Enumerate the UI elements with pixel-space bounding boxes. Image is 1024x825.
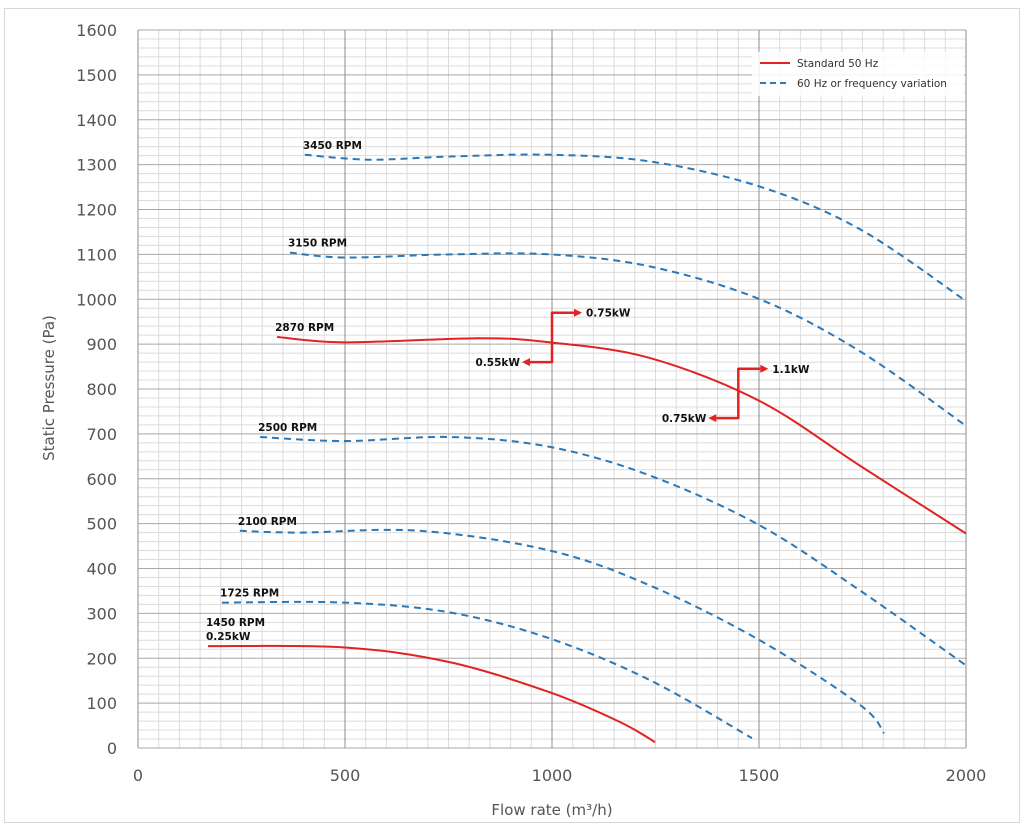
series-line-2500-rpm bbox=[260, 435, 967, 667]
y-tick-label: 1100 bbox=[76, 245, 117, 264]
y-tick-label: 900 bbox=[86, 335, 117, 354]
series-label: 1450 RPM bbox=[206, 617, 265, 629]
y-tick-label: 1600 bbox=[76, 21, 117, 40]
y-tick-label: 700 bbox=[86, 425, 117, 444]
x-tick-label: 1500 bbox=[739, 766, 780, 785]
series-line-1725-rpm bbox=[222, 600, 753, 739]
y-tick-label: 200 bbox=[86, 649, 117, 668]
y-tick-label: 500 bbox=[86, 515, 117, 534]
y-tick-label: 1300 bbox=[76, 156, 117, 175]
power-annotation-label: 0.75kW bbox=[586, 308, 631, 320]
x-tick-label: 2000 bbox=[946, 766, 987, 785]
series-label: 3450 RPM bbox=[303, 140, 362, 152]
y-tick-label: 1200 bbox=[76, 201, 117, 220]
x-tick-label: 500 bbox=[330, 766, 361, 785]
y-tick-label: 400 bbox=[86, 560, 117, 579]
series-sublabel: 0.25kW bbox=[206, 631, 251, 643]
series-line-2100-rpm bbox=[239, 528, 885, 734]
x-tick-label: 1000 bbox=[532, 766, 573, 785]
y-tick-label: 100 bbox=[86, 694, 117, 713]
y-tick-label: 0 bbox=[107, 739, 117, 758]
y-axis-label: Static Pressure (Pa) bbox=[40, 315, 58, 461]
grid bbox=[137, 29, 967, 749]
series-label: 2100 RPM bbox=[238, 516, 297, 528]
y-tick-label: 800 bbox=[86, 380, 117, 399]
legend-label: Standard 50 Hz bbox=[797, 58, 879, 70]
y-tick-label: 1400 bbox=[76, 111, 117, 130]
series-label: 2870 RPM bbox=[275, 322, 334, 334]
series-label: 2500 RPM bbox=[258, 422, 317, 434]
power-annotation-label: 0.55kW bbox=[476, 357, 521, 369]
x-tick-label: 0 bbox=[133, 766, 143, 785]
arrowhead bbox=[574, 308, 582, 317]
y-tick-label: 1000 bbox=[76, 290, 117, 309]
arrowhead bbox=[708, 414, 717, 423]
tick-labels: 0 500 1000 1500 2000 0 100 200 300 400 500 600 700 80… bbox=[76, 21, 986, 785]
annotations: 0.55kW 0.75kW 0.75kW 1.1kW bbox=[476, 308, 810, 425]
series-line-3150-rpm bbox=[289, 251, 967, 427]
curves: 3450 RPM 3150 RPM 2870 RPM 2500 RPM 2100 RPM… bbox=[206, 140, 967, 744]
arrowhead bbox=[760, 364, 769, 373]
arrowhead bbox=[522, 358, 530, 367]
x-axis-label: Flow rate (m³/h) bbox=[491, 801, 612, 819]
series-line-3450-rpm bbox=[304, 153, 967, 302]
series-line-1450-rpm bbox=[207, 644, 656, 744]
series-line-2870-rpm bbox=[277, 335, 967, 535]
y-tick-label: 1500 bbox=[76, 66, 117, 85]
series-label: 3150 RPM bbox=[288, 238, 347, 250]
legend-label: 60 Hz or frequency variation bbox=[797, 78, 947, 90]
y-tick-label: 300 bbox=[86, 604, 117, 623]
y-tick-label: 600 bbox=[86, 470, 117, 489]
power-annotation-label: 0.75kW bbox=[662, 413, 707, 425]
legend: Standard 50 Hz 60 Hz or frequency variat… bbox=[752, 52, 964, 96]
legend-background bbox=[752, 52, 964, 96]
series-label: 1725 RPM bbox=[220, 588, 279, 600]
power-annotation-label: 1.1kW bbox=[772, 364, 810, 376]
